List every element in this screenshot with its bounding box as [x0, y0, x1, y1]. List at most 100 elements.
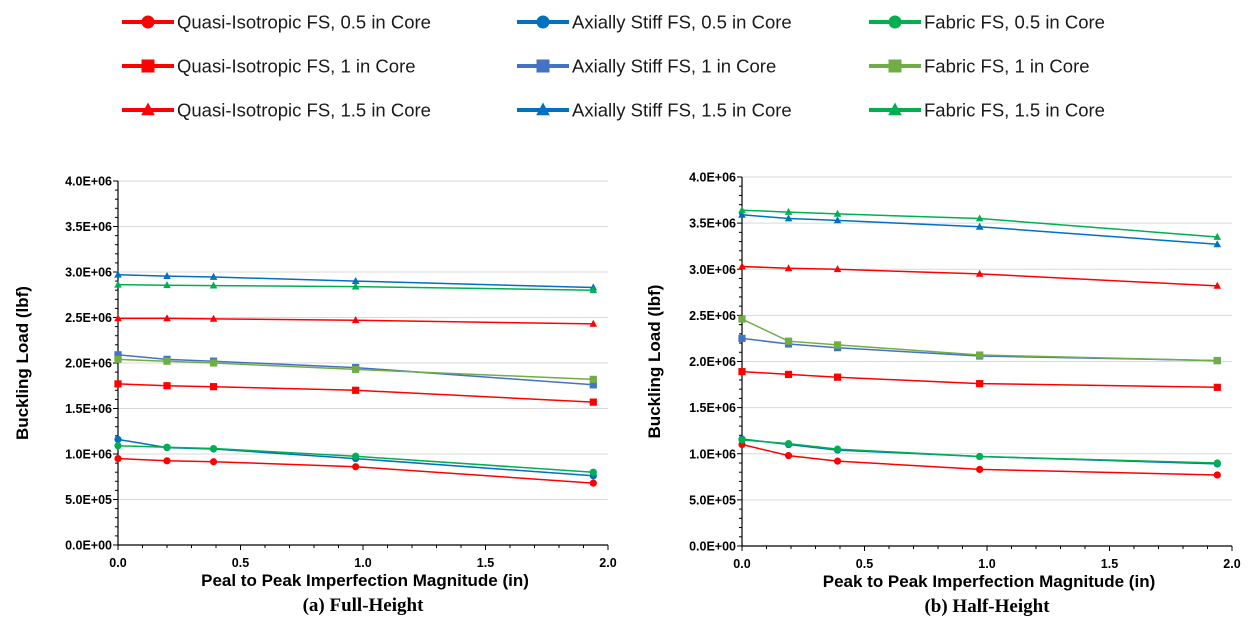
legend-label: Quasi-Isotropic FS, 1 in Core: [177, 56, 416, 77]
data-point: [784, 451, 793, 460]
data-point: [163, 314, 171, 322]
data-point: [833, 265, 842, 273]
y-tick-label: 1.5E+06: [65, 402, 112, 416]
data-point: [589, 468, 597, 476]
y-tick-label: 4.0E+06: [689, 171, 736, 185]
legend-item: Fabric FS, 0.5 in Core: [869, 12, 1105, 33]
x-tick-label: 1.0: [978, 557, 995, 571]
y-tick-label: 2.5E+06: [65, 311, 112, 325]
y-tick-label: 3.0E+06: [689, 263, 736, 277]
y-tick-label: 1.5E+06: [689, 401, 736, 415]
legend-item: Fabric FS, 1 in Core: [869, 56, 1090, 77]
data-point: [784, 440, 793, 448]
data-point: [1213, 240, 1222, 248]
data-point: [833, 457, 842, 465]
data-point: [114, 355, 122, 363]
data-point: [209, 359, 218, 367]
data-point: [352, 365, 360, 373]
x-tick-label: 1.0: [354, 556, 371, 570]
data-point: [163, 457, 171, 465]
series: [114, 454, 597, 487]
y-tick-label: 5.0E+05: [689, 493, 736, 507]
y-tick-label: 4.0E+06: [65, 175, 112, 189]
data-point: [163, 443, 171, 451]
y-tick-label: 2.0E+06: [689, 355, 736, 369]
legend-label: Fabric FS, 1 in Core: [924, 56, 1090, 77]
legend-marker-triangle: [888, 102, 902, 116]
data-point: [351, 316, 360, 324]
data-point: [975, 214, 984, 222]
data-point: [114, 380, 122, 388]
y-tick-label: 5.0E+05: [65, 493, 112, 507]
legend-label: Axially Stiff FS, 1.5 in Core: [572, 100, 792, 121]
x-tick-label: 1.5: [1101, 557, 1118, 571]
data-point: [975, 222, 984, 230]
legend-label: Fabric FS, 1.5 in Core: [924, 100, 1105, 121]
data-point: [163, 281, 171, 289]
data-point: [163, 382, 171, 390]
data-point: [114, 442, 122, 450]
x-tick-label: 2.0: [599, 556, 616, 570]
legend-label: Quasi-Isotropic FS, 0.5 in Core: [177, 12, 431, 33]
data-point: [589, 479, 597, 487]
y-tick-label: 0.0E+00: [689, 540, 736, 554]
legend-marker-triangle: [141, 102, 155, 116]
series: [114, 442, 597, 476]
data-point: [1213, 383, 1221, 391]
series: [738, 440, 1221, 479]
y-tick-label: 2.0E+06: [65, 357, 112, 371]
series: [114, 270, 598, 291]
data-point: [738, 206, 746, 214]
x-tick-label: 2.0: [1223, 557, 1240, 571]
legend-item: Axially Stiff FS, 0.5 in Core: [517, 12, 792, 33]
data-point: [784, 370, 793, 379]
y-axis-label: Buckling Load (lbf): [645, 285, 664, 439]
legend-label: Axially Stiff FS, 0.5 in Core: [572, 12, 792, 33]
series: [738, 262, 1222, 289]
legend-label: Axially Stiff FS, 1 in Core: [572, 56, 776, 77]
data-point: [114, 270, 122, 278]
legend-marker-circle: [888, 15, 902, 29]
legend-marker-square: [888, 59, 902, 73]
data-point: [833, 209, 842, 217]
data-point: [976, 380, 984, 388]
data-point: [589, 319, 598, 327]
y-axis-label: Buckling Load (lbf): [13, 286, 32, 440]
legend-item: Fabric FS, 1.5 in Core: [869, 100, 1105, 121]
data-point: [784, 337, 793, 345]
data-point: [738, 210, 746, 218]
data-point: [351, 276, 360, 284]
series: [114, 314, 598, 327]
legend-marker-square: [536, 59, 550, 73]
x-tick-label: 0.5: [856, 557, 873, 571]
data-point: [976, 351, 984, 359]
y-tick-label: 3.0E+06: [65, 266, 112, 280]
x-tick-label: 1.5: [477, 556, 494, 570]
data-point: [589, 286, 598, 294]
y-tick-label: 1.0E+06: [65, 448, 112, 462]
y-tick-label: 1.0E+06: [689, 447, 736, 461]
y-tick-label: 0.0E+00: [65, 539, 112, 553]
legend-label: Fabric FS, 0.5 in Core: [924, 12, 1105, 33]
x-tick-label: 0.0: [109, 556, 126, 570]
legend-marker-circle: [141, 15, 155, 29]
y-tick-label: 3.5E+06: [689, 217, 736, 231]
series: [114, 380, 597, 406]
data-point: [589, 381, 597, 389]
series: [738, 368, 1221, 391]
legend-item: Quasi-Isotropic FS, 1 in Core: [122, 56, 416, 77]
data-point: [1213, 459, 1221, 467]
data-point: [114, 314, 122, 322]
chart-legend: Quasi-Isotropic FS, 0.5 in Core Axially S…: [122, 12, 1105, 121]
legend-marker-circle: [536, 15, 550, 29]
data-point: [976, 452, 984, 461]
data-point: [352, 452, 360, 460]
data-point: [209, 314, 218, 322]
x-tick-label: 0.5: [232, 556, 249, 570]
data-point: [114, 280, 122, 288]
series: [738, 435, 1221, 468]
data-point: [209, 272, 218, 280]
data-point: [114, 454, 122, 463]
data-point: [589, 375, 597, 383]
